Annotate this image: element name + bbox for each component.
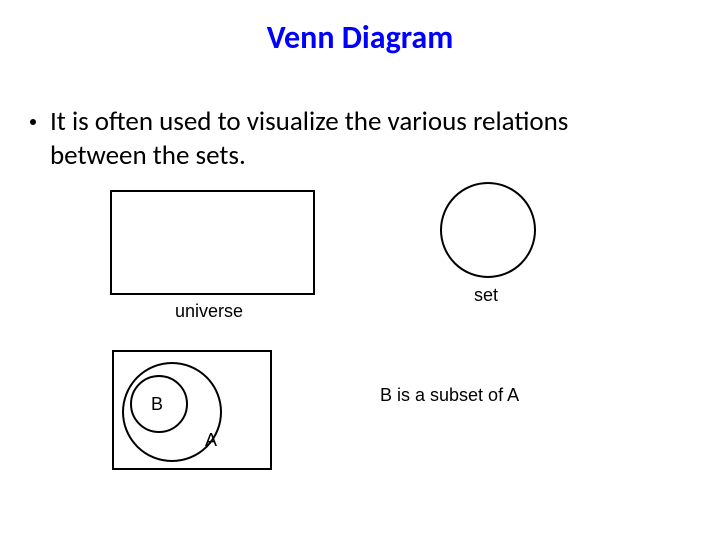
bullet-dot-icon (30, 119, 36, 125)
bullet-text: It is often used to visualize the variou… (50, 105, 670, 173)
set-circle (440, 182, 536, 278)
page-title: Venn Diagram (0, 18, 720, 57)
universe-label: universe (175, 301, 243, 322)
set-label: set (474, 285, 498, 306)
diagram-area: universe set A B B is a subset of A (0, 180, 720, 540)
bullet-item: It is often used to visualize the variou… (30, 105, 670, 173)
universe-rectangle (110, 190, 315, 295)
subset-inner-label: B (151, 394, 163, 415)
subset-caption: B is a subset of A (380, 385, 519, 406)
subset-outer-label: A (205, 430, 217, 451)
